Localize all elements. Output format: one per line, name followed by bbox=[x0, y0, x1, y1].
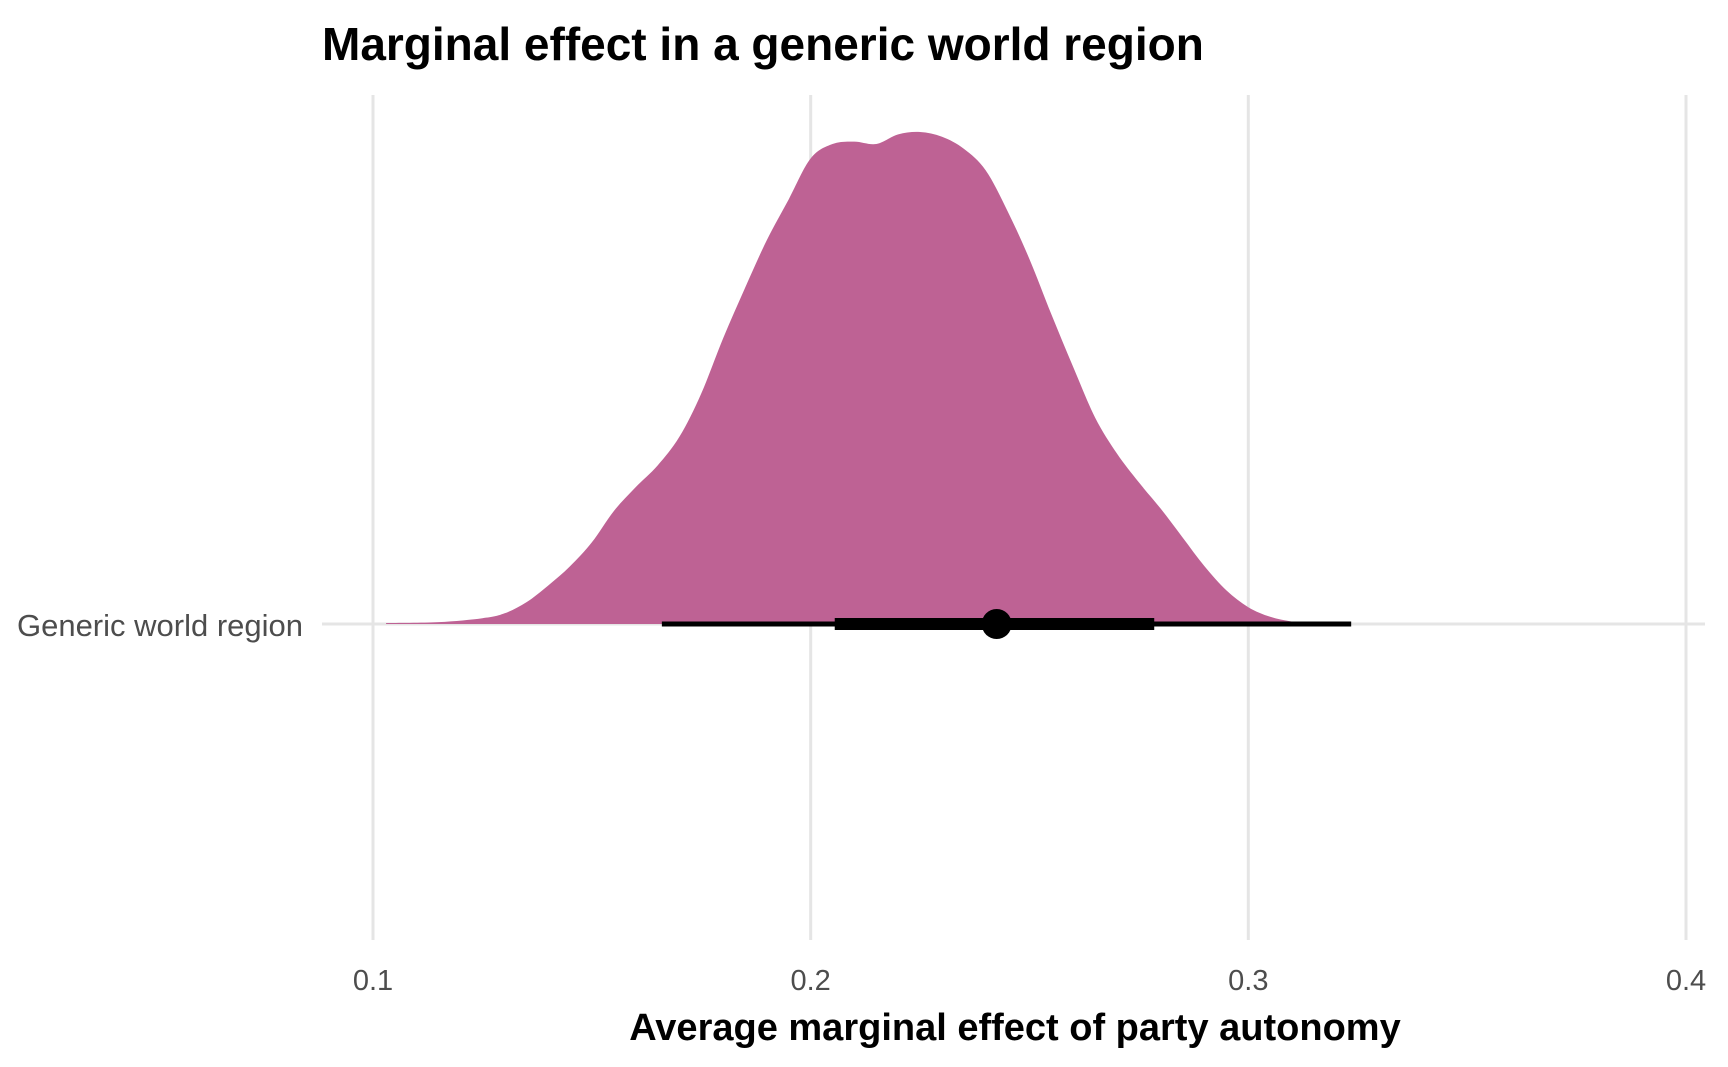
x-tick-label: 0.2 bbox=[791, 965, 831, 997]
x-tick-label: 0.3 bbox=[1228, 965, 1268, 997]
y-category-label: Generic world region bbox=[17, 608, 303, 643]
x-axis-title: Average marginal effect of party autonom… bbox=[629, 1007, 1400, 1049]
interval-layer bbox=[661, 609, 1352, 639]
label-layer: Marginal effect in a generic world regio… bbox=[17, 18, 1706, 1049]
density-layer bbox=[386, 131, 1647, 625]
x-tick-label: 0.4 bbox=[1666, 965, 1706, 997]
density-area bbox=[386, 131, 1647, 625]
point-estimate bbox=[981, 609, 1012, 639]
chart-title: Marginal effect in a generic world regio… bbox=[322, 18, 1204, 70]
x-tick-label: 0.1 bbox=[353, 965, 393, 997]
